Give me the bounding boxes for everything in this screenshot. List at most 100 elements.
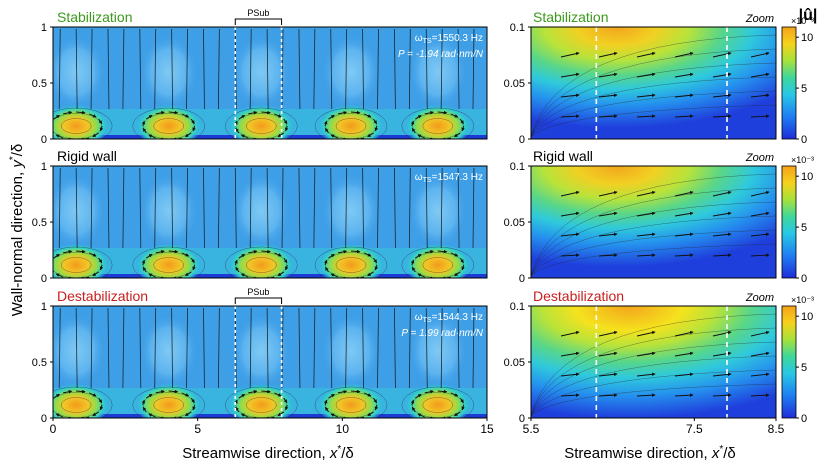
velocity-arrow	[76, 110, 86, 115]
contour-line	[60, 257, 92, 273]
velocity-arrow	[350, 389, 361, 394]
zoom-contour	[531, 62, 776, 138]
velocity-arrow	[373, 397, 377, 404]
velocity-arrow	[284, 404, 289, 411]
panel-row-1: Rigid wall ωTS=1547.3 Hz 0 0.5 1 Rigid wall Zo…	[32, 148, 814, 285]
zoom-arrow	[560, 190, 580, 197]
velocity-arrow	[454, 271, 461, 277]
zoom-arrow	[712, 190, 732, 197]
zoom-y-tick-label: 0.05	[504, 78, 525, 90]
velocity-arrow	[283, 118, 288, 125]
colorbar-tick-label: 0	[801, 273, 807, 285]
frequency-label: ωTS=1550.3 Hz	[415, 33, 483, 45]
streamline	[75, 28, 78, 110]
streamline	[425, 167, 428, 249]
streamline	[58, 28, 61, 110]
zoom-contour	[531, 34, 776, 138]
contour-line	[225, 107, 298, 139]
colorbar-tick-label: 0	[801, 413, 807, 425]
streamline	[362, 167, 364, 249]
vortex-core	[134, 243, 203, 278]
power-label: P = 1.99 rad·nm/N	[401, 328, 483, 339]
streamline	[440, 307, 443, 389]
streamline	[122, 307, 125, 389]
zoom-arrow	[636, 393, 656, 397]
streamline	[171, 167, 174, 249]
psub-label: PSub	[247, 8, 269, 18]
streamline	[377, 28, 379, 110]
y-tick-label: 0.5	[32, 357, 47, 369]
zoom-arrow	[712, 253, 732, 257]
colorbar-title: |û|	[799, 7, 818, 24]
zoom-arrow	[674, 72, 694, 78]
velocity-arrow	[63, 111, 73, 115]
velocity-arrow	[50, 121, 52, 126]
zoom-arrow	[636, 232, 656, 237]
vortex-core	[227, 243, 296, 278]
zoom-arrow	[674, 190, 694, 197]
colorbar-exponent: ×10⁻³	[791, 295, 814, 305]
frequency-symbol: ω	[415, 172, 423, 183]
vortex-core	[317, 104, 386, 139]
panel-title: Stabilization	[57, 9, 133, 25]
streamline	[186, 28, 188, 110]
velocity-arrow	[424, 250, 434, 254]
zoom-arrow	[560, 51, 580, 58]
colorbar-exponent: ×10⁻³	[791, 155, 814, 165]
zoom-arrow	[750, 330, 770, 337]
velocity-arrow	[55, 413, 64, 418]
velocity-arrow	[55, 273, 64, 278]
velocity-arrow	[367, 271, 374, 277]
zoom-y-tick-label: 0.1	[510, 161, 525, 173]
streamline	[408, 28, 411, 110]
zoom-arrow	[750, 253, 770, 257]
velocity-arrow	[238, 253, 246, 259]
streamline	[107, 28, 110, 110]
streamline	[58, 167, 61, 249]
velocity-arrow	[99, 404, 104, 411]
zoom-contour	[531, 243, 776, 277]
vortex-core	[53, 243, 111, 278]
zoom-arrow	[598, 372, 618, 377]
streamline	[425, 28, 428, 110]
contour-line	[132, 246, 205, 278]
x-axis-label-zoom: Streamwise direction, x*/δ	[564, 444, 736, 462]
velocity-arrow	[461, 125, 465, 132]
streamline	[298, 167, 301, 249]
contour-line	[422, 397, 454, 413]
frequency-symbol: ω	[415, 33, 423, 44]
zoom-arrow	[712, 330, 732, 337]
y-tick-label: 1	[41, 161, 47, 173]
velocity-arrow	[325, 127, 329, 134]
velocity-arrow	[328, 253, 335, 259]
velocity-arrow	[234, 259, 238, 266]
streamline	[107, 167, 110, 249]
zoom-contour	[531, 313, 776, 417]
zoom-heatmap	[531, 27, 776, 139]
velocity-arrow	[55, 134, 64, 139]
vortex-core	[317, 383, 386, 418]
zoom-arrow	[598, 114, 618, 118]
velocity-arrow	[410, 120, 415, 127]
panel-title: Destabilization	[57, 288, 148, 304]
contour-line	[422, 118, 454, 134]
velocity-arrow	[367, 411, 374, 417]
zoom-arrow	[712, 211, 732, 217]
zoom-arrow	[636, 253, 656, 257]
zoom-arrow	[598, 51, 618, 58]
velocity-arrow	[283, 257, 288, 264]
velocity-arrow	[454, 132, 461, 138]
velocity-arrow	[415, 114, 422, 120]
zoom-x-tick-label: 8.5	[768, 422, 785, 436]
streamline	[122, 167, 125, 249]
psub-bracket	[234, 18, 283, 25]
frequency-subscript: TS	[423, 317, 432, 324]
streamline	[313, 167, 316, 249]
velocity-arrow	[373, 118, 377, 125]
zoom-arrow	[750, 393, 770, 397]
psub-label: PSub	[247, 287, 269, 297]
zoom-arrow	[560, 393, 580, 397]
streamline	[298, 307, 301, 389]
velocity-arrow	[415, 393, 422, 399]
velocity-arrow	[145, 253, 153, 259]
